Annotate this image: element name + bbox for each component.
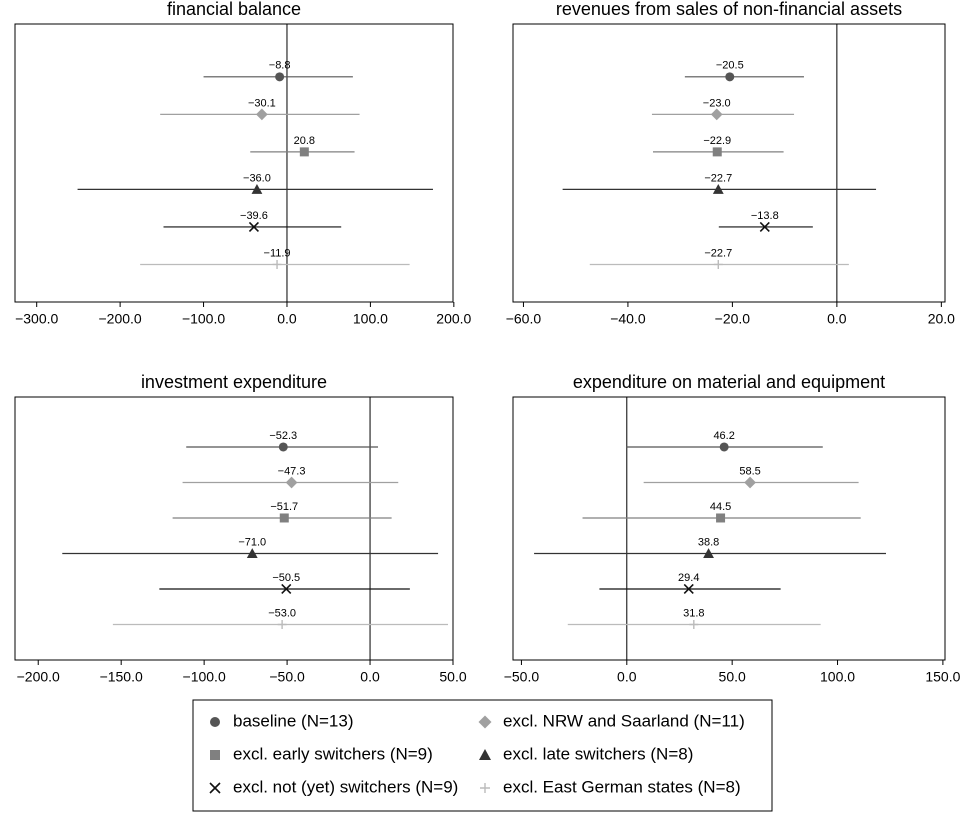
x-tick-label: 0.0 [617, 669, 637, 685]
point [689, 619, 699, 629]
value-label: −22.9 [703, 135, 731, 147]
legend-marker [209, 782, 221, 794]
value-label: −47.3 [278, 465, 306, 477]
point [278, 442, 288, 452]
value-label: 46.2 [713, 430, 734, 442]
point [248, 221, 260, 233]
value-label: 44.5 [710, 501, 731, 513]
value-label: −22.7 [704, 247, 732, 259]
x-tick-label: 200.0 [436, 311, 471, 327]
legend-marker [480, 783, 490, 793]
point [275, 72, 285, 82]
value-label: −71.0 [238, 536, 266, 548]
chart-title: revenues from sales of non-financial ass… [556, 0, 902, 19]
x-tick-label: −100.0 [183, 669, 226, 685]
x-tick-label: 0.0 [827, 311, 847, 327]
x-tick-label: −60.0 [506, 311, 542, 327]
legend-marker [479, 749, 491, 760]
legend-marker [210, 750, 220, 760]
value-label: −51.7 [270, 501, 298, 513]
point [716, 513, 726, 523]
value-label: −36.0 [243, 172, 271, 184]
x-tick-label: −200.0 [99, 311, 142, 327]
value-label: −52.3 [269, 430, 297, 442]
value-label: −30.1 [248, 97, 276, 109]
value-label: 20.8 [294, 135, 315, 147]
plot-frame [512, 23, 946, 303]
value-label: −39.6 [240, 210, 268, 222]
point [759, 221, 770, 233]
value-label: 38.8 [698, 536, 719, 548]
legend-marker [210, 717, 220, 727]
legend-label: baseline (N=13) [233, 711, 354, 730]
legend-label: excl. early switchers (N=9) [233, 744, 433, 763]
point [281, 583, 292, 595]
x-tick-label: −50.0 [269, 669, 305, 685]
x-tick-label: 0.0 [360, 669, 380, 685]
point [272, 259, 282, 269]
x-tick-label: 0.0 [277, 311, 297, 327]
point [256, 108, 268, 121]
point [299, 147, 309, 157]
point [703, 548, 714, 558]
point [712, 184, 724, 194]
point [279, 513, 289, 523]
x-tick-label: 50.0 [719, 669, 746, 685]
x-tick-label: −40.0 [610, 311, 646, 327]
legend-label: excl. NRW and Saarland (N=11) [503, 711, 745, 730]
x-tick-label: −200.0 [17, 669, 60, 685]
legend-label: excl. East German states (N=8) [503, 777, 741, 796]
plot-frame [512, 396, 946, 661]
point [713, 259, 723, 269]
x-tick-label: −300.0 [15, 311, 58, 327]
point [719, 442, 729, 452]
legend-label: excl. not (yet) switchers (N=9) [233, 777, 458, 796]
value-label: −50.5 [272, 572, 300, 584]
value-label: −53.0 [268, 607, 296, 619]
value-label: −13.8 [751, 210, 779, 222]
chart-title: investment expenditure [141, 372, 327, 392]
point [712, 147, 722, 157]
value-label: −8.8 [269, 60, 291, 72]
value-label: 29.4 [678, 572, 699, 584]
point [744, 476, 756, 489]
value-label: −20.5 [716, 60, 744, 72]
plot-frame [14, 396, 454, 661]
legend-marker [478, 715, 492, 729]
point [251, 184, 263, 194]
value-label: −11.9 [264, 247, 291, 259]
x-tick-label: −100.0 [182, 311, 225, 327]
x-tick-label: 20.0 [928, 311, 955, 327]
x-tick-label: 50.0 [439, 669, 466, 685]
point [285, 476, 298, 489]
point [683, 583, 694, 595]
legend-label: excl. late switchers (N=8) [503, 744, 693, 763]
value-label: 58.5 [739, 465, 760, 477]
value-label: −22.7 [704, 172, 732, 184]
x-tick-label: −20.0 [715, 311, 751, 327]
value-label: −23.0 [703, 97, 731, 109]
point [710, 108, 723, 121]
x-tick-label: −150.0 [100, 669, 143, 685]
value-label: 31.8 [683, 607, 704, 619]
x-tick-label: 100.0 [820, 669, 855, 685]
point [277, 619, 287, 629]
chart-title: financial balance [167, 0, 301, 19]
point [246, 548, 258, 558]
x-tick-label: 100.0 [353, 311, 388, 327]
plot-frame [14, 23, 454, 303]
chart-title: expenditure on material and equipment [573, 372, 885, 392]
x-tick-label: 150.0 [925, 669, 960, 685]
x-tick-label: −50.0 [504, 669, 540, 685]
point [725, 72, 735, 82]
